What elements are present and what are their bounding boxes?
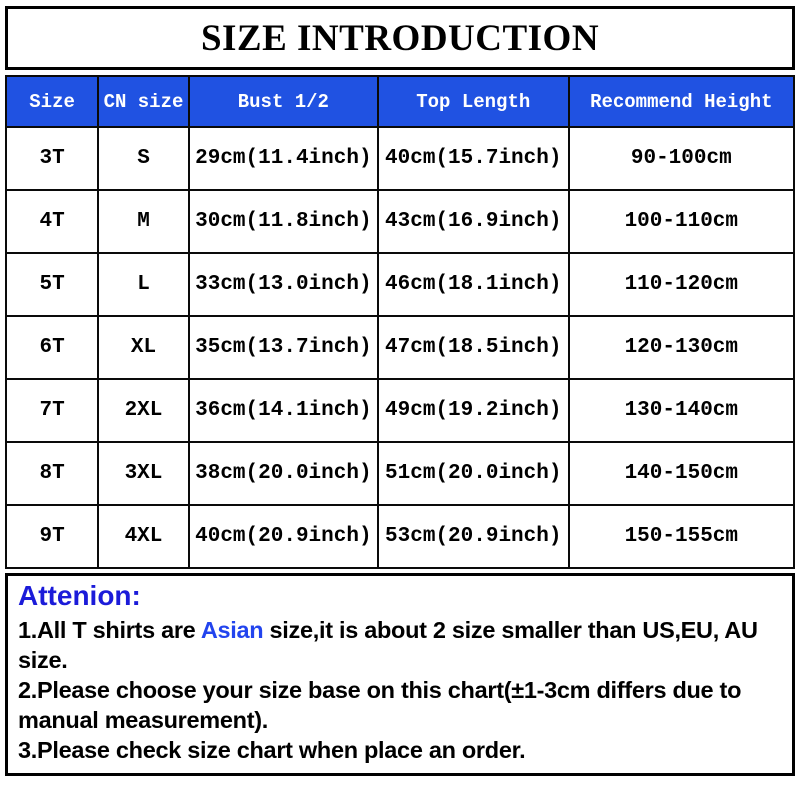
height-cell: 90-100cm xyxy=(567,126,796,191)
bust-cell: 33cm(13.0inch) xyxy=(187,252,379,317)
table-row: 6T XL 35cm(13.7inch) 47cm(18.5inch) 120-… xyxy=(4,315,796,380)
top-length-cell: 51cm(20.0inch) xyxy=(376,441,570,506)
attention-note-1: 1.All T shirts are Asian size,it is abou… xyxy=(18,616,782,676)
top-length-cell: 47cm(18.5inch) xyxy=(376,315,570,380)
bust-cell: 40cm(20.9inch) xyxy=(187,504,379,569)
attention-heading: Attenion: xyxy=(18,580,141,611)
bust-cell: 36cm(14.1inch) xyxy=(187,378,379,443)
top-length-cell: 53cm(20.9inch) xyxy=(376,504,570,569)
size-cell: 3T xyxy=(4,126,100,191)
column-header-recommend-height: Recommend Height xyxy=(567,75,796,128)
table-row: 3T S 29cm(11.4inch) 40cm(15.7inch) 90-10… xyxy=(4,126,796,191)
size-table: Size CN size Bust 1/2 Top Length Recomme… xyxy=(4,75,796,569)
cn-size-cell: 4XL xyxy=(97,504,190,569)
top-length-cell: 40cm(15.7inch) xyxy=(376,126,570,191)
cn-size-cell: 2XL xyxy=(97,378,190,443)
bust-cell: 29cm(11.4inch) xyxy=(187,126,379,191)
height-cell: 120-130cm xyxy=(567,315,796,380)
bust-cell: 30cm(11.8inch) xyxy=(187,189,379,254)
page-title: SIZE INTRODUCTION xyxy=(200,17,600,59)
cn-size-cell: 3XL xyxy=(97,441,190,506)
cn-size-cell: S xyxy=(97,126,190,191)
top-length-cell: 46cm(18.1inch) xyxy=(376,252,570,317)
table-row: 5T L 33cm(13.0inch) 46cm(18.1inch) 110-1… xyxy=(4,252,796,317)
note-1-asian-highlight: Asian xyxy=(200,617,264,644)
cn-size-cell: XL xyxy=(97,315,190,380)
column-header-top-length: Top Length xyxy=(376,75,570,128)
size-cell: 4T xyxy=(4,189,100,254)
note-1-prefix: 1.All T shirts are xyxy=(18,617,201,644)
size-cell: 6T xyxy=(4,315,100,380)
attention-box: Attenion: 1.All T shirts are Asian size,… xyxy=(5,573,795,777)
table-row: 9T 4XL 40cm(20.9inch) 53cm(20.9inch) 150… xyxy=(4,504,796,569)
table-row: 4T M 30cm(11.8inch) 43cm(16.9inch) 100-1… xyxy=(4,189,796,254)
size-cell: 8T xyxy=(4,441,100,506)
table-header-row: Size CN size Bust 1/2 Top Length Recomme… xyxy=(4,75,796,128)
note-1-suffix: size,it is about 2 size smaller than US,… xyxy=(18,617,758,674)
height-cell: 150-155cm xyxy=(567,504,796,569)
title-box: SIZE INTRODUCTION xyxy=(5,6,795,70)
cn-size-cell: M xyxy=(97,189,190,254)
size-cell: 5T xyxy=(4,252,100,317)
height-cell: 110-120cm xyxy=(567,252,796,317)
table-row: 8T 3XL 38cm(20.0inch) 51cm(20.0inch) 140… xyxy=(4,441,796,506)
attention-note-2: 2.Please choose your size base on this c… xyxy=(18,676,742,733)
column-header-bust: Bust 1/2 xyxy=(187,75,379,128)
height-cell: 100-110cm xyxy=(567,189,796,254)
size-cell: 9T xyxy=(4,504,100,569)
column-header-size: Size xyxy=(4,75,100,128)
size-cell: 7T xyxy=(4,378,100,443)
top-length-cell: 49cm(19.2inch) xyxy=(376,378,570,443)
height-cell: 130-140cm xyxy=(567,378,796,443)
bust-cell: 35cm(13.7inch) xyxy=(187,315,379,380)
cn-size-cell: L xyxy=(97,252,190,317)
bust-cell: 38cm(20.0inch) xyxy=(187,441,379,506)
column-header-cn-size: CN size xyxy=(97,75,190,128)
height-cell: 140-150cm xyxy=(567,441,796,506)
top-length-cell: 43cm(16.9inch) xyxy=(376,189,570,254)
table-row: 7T 2XL 36cm(14.1inch) 49cm(19.2inch) 130… xyxy=(4,378,796,443)
attention-note-3: 3.Please check size chart when place an … xyxy=(18,736,526,763)
